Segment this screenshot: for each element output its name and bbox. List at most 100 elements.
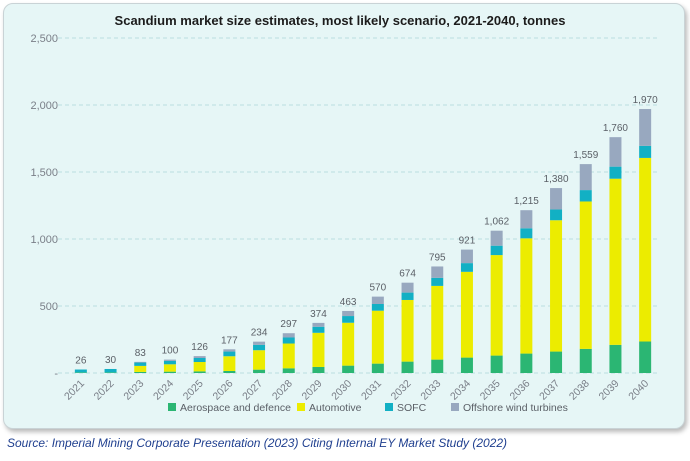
data-label: 1,380 bbox=[544, 174, 569, 185]
bar-segment bbox=[253, 350, 266, 370]
data-label: 1,760 bbox=[603, 123, 628, 134]
y-tick-label: 2,500 bbox=[30, 33, 58, 45]
data-label: 177 bbox=[221, 335, 238, 346]
bar-segment bbox=[223, 351, 236, 357]
bar-segment bbox=[342, 310, 355, 317]
bar-segment bbox=[639, 157, 652, 342]
bar-segment bbox=[431, 285, 444, 360]
bar-segment bbox=[193, 356, 206, 358]
bar-segment bbox=[639, 109, 652, 146]
legend-swatch bbox=[451, 403, 459, 411]
bar-segment bbox=[579, 164, 592, 191]
data-labels: 26 30 83 100 126 177 234 297 374 463 570 674 795 921 1… bbox=[75, 95, 658, 366]
bar-segment bbox=[609, 344, 622, 373]
x-tick-label: 2027 bbox=[240, 378, 265, 403]
legend-label: SOFC bbox=[397, 402, 427, 414]
legend-label: Automotive bbox=[309, 402, 362, 414]
bar-segment bbox=[74, 369, 87, 373]
data-label: 83 bbox=[135, 348, 147, 359]
bar-segment bbox=[490, 355, 503, 373]
chart-title: Scandium market size estimates, most lik… bbox=[115, 13, 566, 28]
bar-segment bbox=[550, 351, 563, 373]
data-label: 1,215 bbox=[514, 196, 539, 207]
bar-segment bbox=[371, 296, 384, 304]
bar-segment bbox=[520, 228, 533, 239]
data-label: 30 bbox=[105, 355, 117, 366]
legend-swatch bbox=[385, 403, 393, 411]
y-tick-label: - bbox=[54, 368, 58, 380]
x-tick-label: 2024 bbox=[151, 378, 176, 403]
x-tick-label: 2032 bbox=[389, 378, 414, 403]
bar-segment bbox=[490, 230, 503, 246]
source-note: Source: Imperial Mining Corporate Presen… bbox=[7, 436, 508, 450]
bar-segment bbox=[520, 238, 533, 354]
x-tick-label: 2035 bbox=[478, 378, 503, 403]
x-tick-label: 2023 bbox=[121, 378, 146, 403]
bar-segment bbox=[134, 361, 147, 363]
bar-segment bbox=[342, 316, 355, 323]
y-axis-ticks: - 500 1,000 1,500 2,000 2,500 bbox=[30, 33, 58, 380]
x-tick-label: 2033 bbox=[418, 378, 443, 403]
x-tick-label: 2034 bbox=[448, 378, 473, 403]
bar-segment bbox=[520, 353, 533, 373]
x-axis-ticks: 2021 2022 2023 2024 2025 2026 2027 2028 2029 2030… bbox=[62, 378, 651, 403]
bar-segment bbox=[104, 372, 117, 373]
bar-segment bbox=[282, 368, 295, 373]
bar-segment bbox=[282, 337, 295, 344]
bar-segment bbox=[312, 322, 325, 327]
data-label: 374 bbox=[310, 309, 327, 320]
x-tick-label: 2039 bbox=[597, 378, 622, 403]
bar-segment bbox=[253, 341, 266, 345]
bar-segment bbox=[74, 372, 87, 373]
bar-segment bbox=[639, 145, 652, 158]
bar-segment bbox=[460, 249, 473, 264]
bar-segment bbox=[193, 357, 206, 363]
bar-segment bbox=[460, 357, 473, 373]
data-label: 921 bbox=[459, 236, 476, 247]
x-tick-label: 2030 bbox=[329, 378, 354, 403]
legend-label: Offshore wind turbines bbox=[463, 402, 568, 414]
y-tick-label: 1,500 bbox=[30, 167, 58, 179]
gridlines bbox=[58, 37, 660, 374]
data-label: 297 bbox=[280, 319, 297, 330]
bar-segment bbox=[342, 365, 355, 373]
bar-segment bbox=[282, 333, 295, 338]
bar-segment bbox=[163, 360, 176, 365]
legend: Aerospace and defence Automotive SOFC Offsh… bbox=[168, 402, 568, 414]
bar-segment bbox=[609, 166, 622, 179]
bar-segment bbox=[609, 137, 622, 167]
bar-segment bbox=[134, 371, 147, 373]
data-label: 570 bbox=[370, 283, 387, 294]
x-tick-label: 2029 bbox=[300, 378, 325, 403]
x-tick-label: 2022 bbox=[92, 378, 117, 403]
bar-segment bbox=[550, 220, 563, 352]
x-tick-label: 2021 bbox=[62, 378, 87, 403]
data-label: 126 bbox=[191, 342, 208, 353]
data-label: 234 bbox=[251, 328, 268, 339]
bar-segment bbox=[312, 366, 325, 373]
x-tick-label: 2036 bbox=[507, 378, 532, 403]
x-tick-label: 2037 bbox=[537, 378, 562, 403]
bar-segment bbox=[163, 359, 176, 361]
bar-segment bbox=[282, 343, 295, 369]
y-tick-label: 1,000 bbox=[30, 234, 58, 246]
data-label: 463 bbox=[340, 297, 357, 308]
bar-segment bbox=[371, 310, 384, 364]
x-tick-label: 2040 bbox=[626, 378, 651, 403]
bar-segment bbox=[163, 371, 176, 373]
bar-segment bbox=[104, 368, 117, 373]
bar-segment bbox=[431, 266, 444, 278]
bar-segment bbox=[579, 190, 592, 202]
bar-segment bbox=[431, 359, 444, 373]
legend-swatch bbox=[168, 403, 176, 411]
bar-segment bbox=[134, 362, 147, 366]
bar-segment bbox=[550, 209, 563, 221]
bar-segment bbox=[223, 370, 236, 373]
legend-swatch bbox=[297, 403, 305, 411]
bar-segment bbox=[193, 371, 206, 373]
bar-segment bbox=[371, 363, 384, 373]
bar-segment bbox=[460, 271, 473, 358]
bar-segment bbox=[312, 326, 325, 333]
x-tick-label: 2038 bbox=[567, 378, 592, 403]
